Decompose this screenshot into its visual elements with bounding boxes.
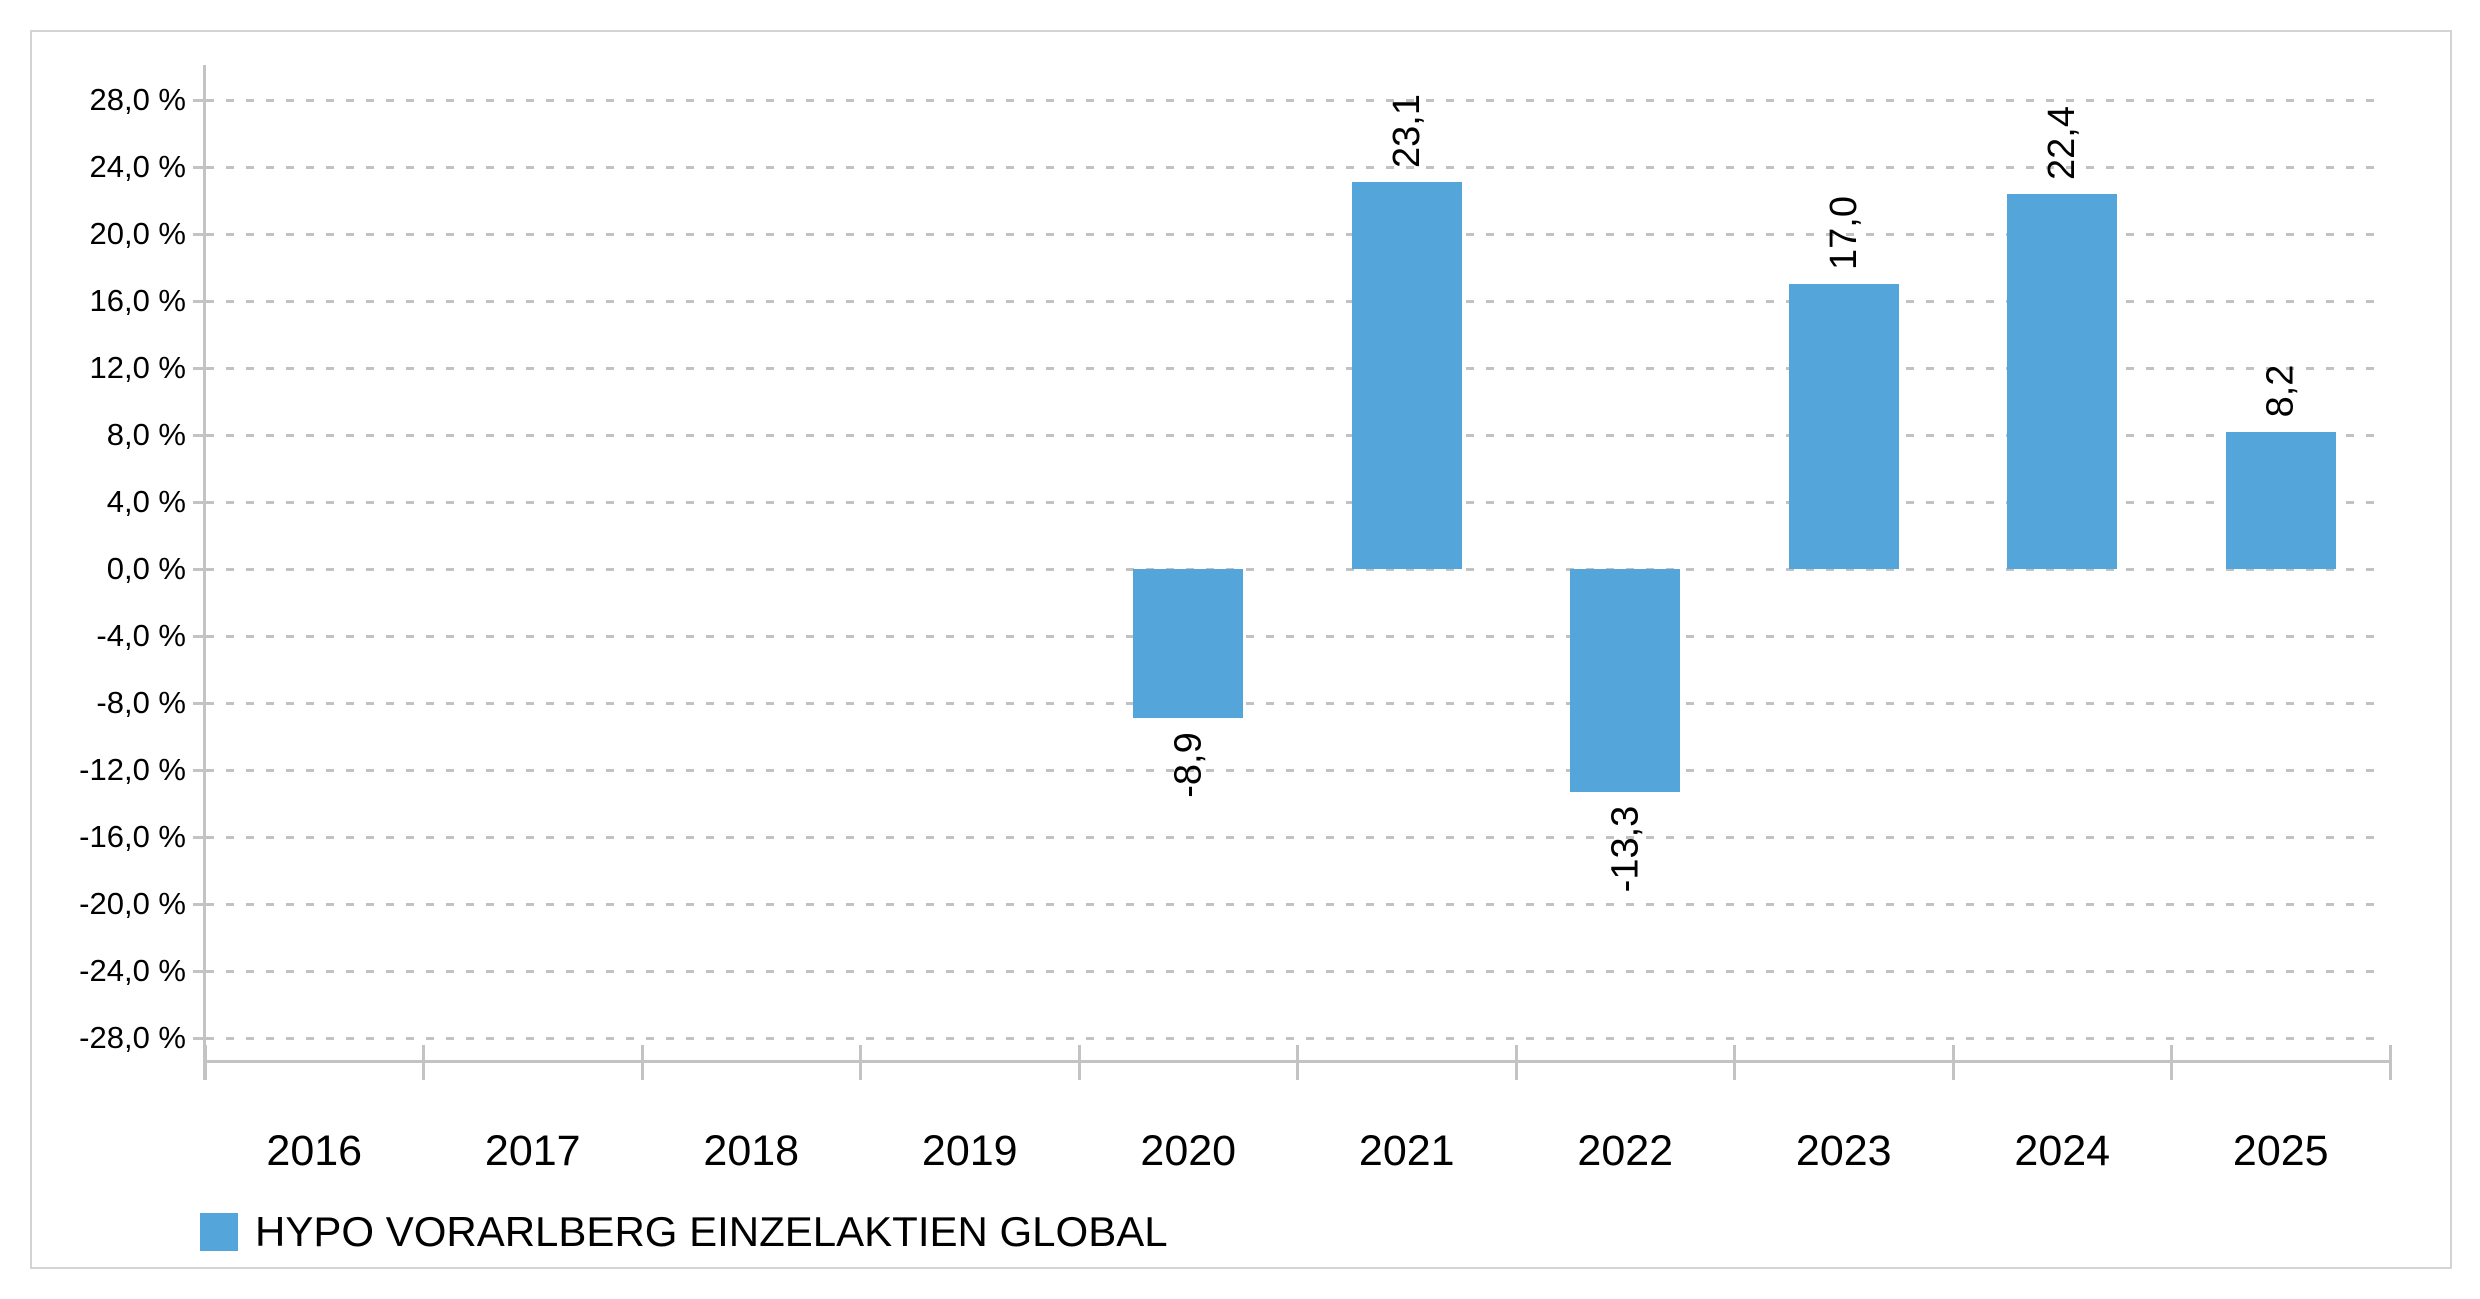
bar-2024 xyxy=(2007,193,2118,569)
x-axis-tick xyxy=(1951,1045,1955,1080)
x-axis-year-label: 2018 xyxy=(703,1127,800,1175)
bar-2020 xyxy=(1133,569,1244,719)
legend: HYPO VORARLBERG EINZELAKTIEN GLOBAL xyxy=(200,1209,1168,1255)
x-axis-year-label: 2017 xyxy=(484,1127,581,1175)
x-axis-year-label: 2025 xyxy=(2232,1127,2329,1175)
y-axis-tick xyxy=(193,165,207,169)
y-axis-tick-label: 28,0 % xyxy=(89,82,186,117)
bar-value-label-2024: 22,4 xyxy=(2041,105,2084,180)
gridline xyxy=(206,165,2380,169)
y-axis-tick xyxy=(193,701,207,705)
bar-value-label-2022: -13,3 xyxy=(1604,805,1647,893)
x-axis-tick xyxy=(422,1045,425,1080)
x-axis-tick xyxy=(1077,1045,1081,1080)
x-axis-tick xyxy=(2388,1045,2392,1080)
gridline xyxy=(206,433,2380,437)
legend-color-swatch xyxy=(200,1213,238,1251)
x-axis-tick xyxy=(640,1045,644,1080)
bar-2023 xyxy=(1788,284,1899,569)
x-axis-tick xyxy=(2170,1045,2173,1080)
y-axis-tick xyxy=(193,98,207,102)
y-axis-tick xyxy=(193,634,207,638)
y-axis-tick-label: 16,0 % xyxy=(89,283,186,318)
gridline xyxy=(206,232,2380,236)
y-axis-tick xyxy=(193,500,207,504)
x-axis-tick xyxy=(1514,1045,1518,1080)
y-axis-tick-label: -12,0 % xyxy=(79,752,186,787)
x-axis-tick xyxy=(1733,1045,1736,1080)
bar-value-label-2021: 23,1 xyxy=(1385,94,1428,169)
x-axis-year-label: 2021 xyxy=(1358,1127,1455,1175)
y-axis-tick xyxy=(193,969,207,973)
bar-2022 xyxy=(1570,569,1681,792)
x-axis-year-label: 2019 xyxy=(921,1127,1018,1175)
y-axis-tick-label: -28,0 % xyxy=(79,1020,186,1055)
y-axis-tick-label: -20,0 % xyxy=(79,886,186,921)
gridline xyxy=(206,701,2380,705)
x-axis-year-label: 2023 xyxy=(1795,1127,1892,1175)
y-axis-tick-label: -16,0 % xyxy=(79,819,186,854)
x-axis-tick xyxy=(859,1045,862,1080)
gridline xyxy=(206,634,2380,638)
y-axis-tick-label: 8,0 % xyxy=(106,417,186,452)
y-axis-tick-label: 4,0 % xyxy=(106,484,186,519)
bar-value-label-2025: 8,2 xyxy=(2259,364,2302,418)
gridline xyxy=(206,567,2380,571)
y-axis-tick-label: 20,0 % xyxy=(89,216,186,251)
y-axis-tick xyxy=(193,567,207,571)
x-axis-year-label: 2022 xyxy=(1577,1127,1674,1175)
y-axis-tick xyxy=(193,902,207,906)
gridline xyxy=(206,1036,2380,1040)
y-axis-tick xyxy=(193,768,207,772)
gridline xyxy=(206,835,2380,839)
y-axis-tick xyxy=(193,1036,207,1040)
legend-series-label: HYPO VORARLBERG EINZELAKTIEN GLOBAL xyxy=(255,1208,1168,1255)
y-axis-tick xyxy=(193,299,207,303)
y-axis-tick-label: 24,0 % xyxy=(89,149,186,184)
y-axis-tick-label: -24,0 % xyxy=(79,953,186,988)
gridline xyxy=(206,299,2380,303)
y-axis-tick-label: -4,0 % xyxy=(96,618,186,653)
bar-value-label-2023: 17,0 xyxy=(1822,196,1865,271)
y-axis-tick xyxy=(193,366,207,370)
y-axis-tick-label: 12,0 % xyxy=(89,350,186,385)
x-axis-year-label: 2016 xyxy=(266,1127,363,1175)
bar-2025 xyxy=(2225,431,2336,569)
y-axis-tick-label: 0,0 % xyxy=(106,551,186,586)
y-axis-line xyxy=(202,65,206,1080)
bar-value-label-2020: -8,9 xyxy=(1167,731,1210,798)
bar-2021 xyxy=(1351,182,1462,569)
gridline xyxy=(206,366,2380,370)
gridline xyxy=(206,969,2380,973)
y-axis-tick xyxy=(193,835,207,839)
gridline xyxy=(206,98,2380,102)
y-axis-tick xyxy=(193,232,207,236)
x-axis-tick xyxy=(1296,1045,1299,1080)
x-axis-year-label: 2024 xyxy=(2014,1127,2111,1175)
gridline xyxy=(206,500,2380,504)
y-axis-tick-label: -8,0 % xyxy=(96,685,186,720)
gridline xyxy=(206,902,2380,906)
x-axis-year-label: 2020 xyxy=(1140,1127,1237,1175)
x-axis-tick xyxy=(203,1045,207,1080)
y-axis-tick xyxy=(193,433,207,437)
gridline xyxy=(206,768,2380,772)
